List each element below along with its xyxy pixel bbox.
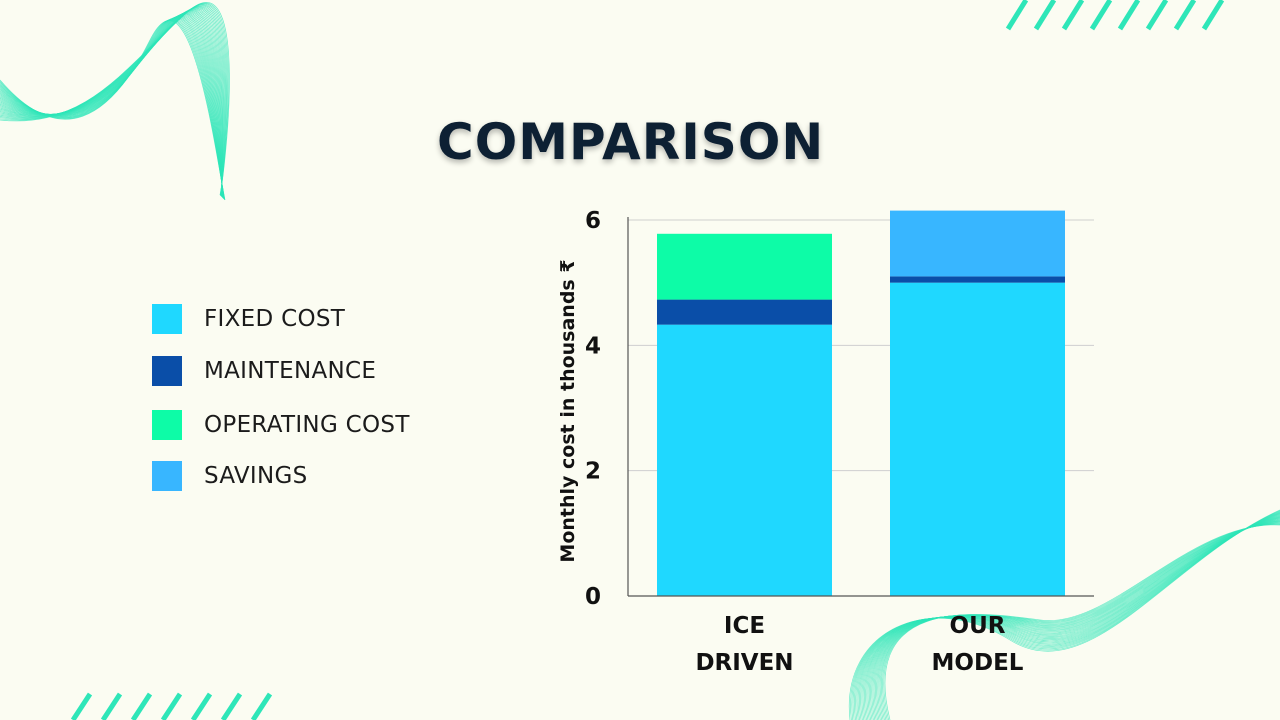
legend-item-fixed-cost: FIXED COST: [152, 303, 345, 335]
stacked-bar-chart: 0 2 4 6 Monthly cost in thousands ₹ ICE DRIVEN…: [557, 208, 1094, 676]
x-category-label: ICE: [724, 613, 765, 639]
y-tick-label: 6: [585, 208, 601, 234]
wave-lines-decoration-top-left: [0, 2, 230, 201]
y-tick-label: 4: [585, 333, 601, 359]
legend-item-operating-cost: OPERATING COST: [152, 409, 410, 441]
bar-segment-maintenance: [657, 299, 832, 325]
legend-label-savings: SAVINGS: [204, 463, 308, 489]
legend-swatch-savings: [152, 461, 182, 491]
bar-segment-maintenance: [890, 276, 1065, 283]
stripes-decoration-top-right: [1005, 0, 1225, 31]
x-category-label: OUR: [950, 613, 1006, 639]
bar-segment-fixed-cost: [657, 324, 832, 596]
x-category-label: DRIVEN: [695, 650, 793, 676]
legend-label-fixed-cost: FIXED COST: [204, 306, 346, 332]
legend-label-operating-cost: OPERATING COST: [204, 412, 410, 438]
y-axis-title: Monthly cost in thousands ₹: [557, 259, 579, 562]
page-title: COMPARISON: [437, 113, 825, 171]
stripes-decoration-bottom-left: [70, 692, 273, 720]
legend-swatch-fixed-cost: [152, 304, 182, 334]
y-tick-label: 0: [585, 584, 601, 610]
legend-item-savings: SAVINGS: [152, 460, 308, 492]
legend-swatch-maintenance: [152, 356, 182, 386]
y-tick-label: 2: [585, 459, 601, 485]
bar-segment-fixed-cost: [890, 282, 1065, 596]
legend-label-maintenance: MAINTENANCE: [204, 358, 377, 384]
legend-item-maintenance: MAINTENANCE: [152, 355, 376, 387]
bar-segment-savings: [890, 210, 1065, 277]
bar-segment-operating-cost: [657, 233, 832, 300]
x-category-label: MODEL: [932, 650, 1024, 676]
legend-swatch-operating-cost: [152, 410, 182, 440]
